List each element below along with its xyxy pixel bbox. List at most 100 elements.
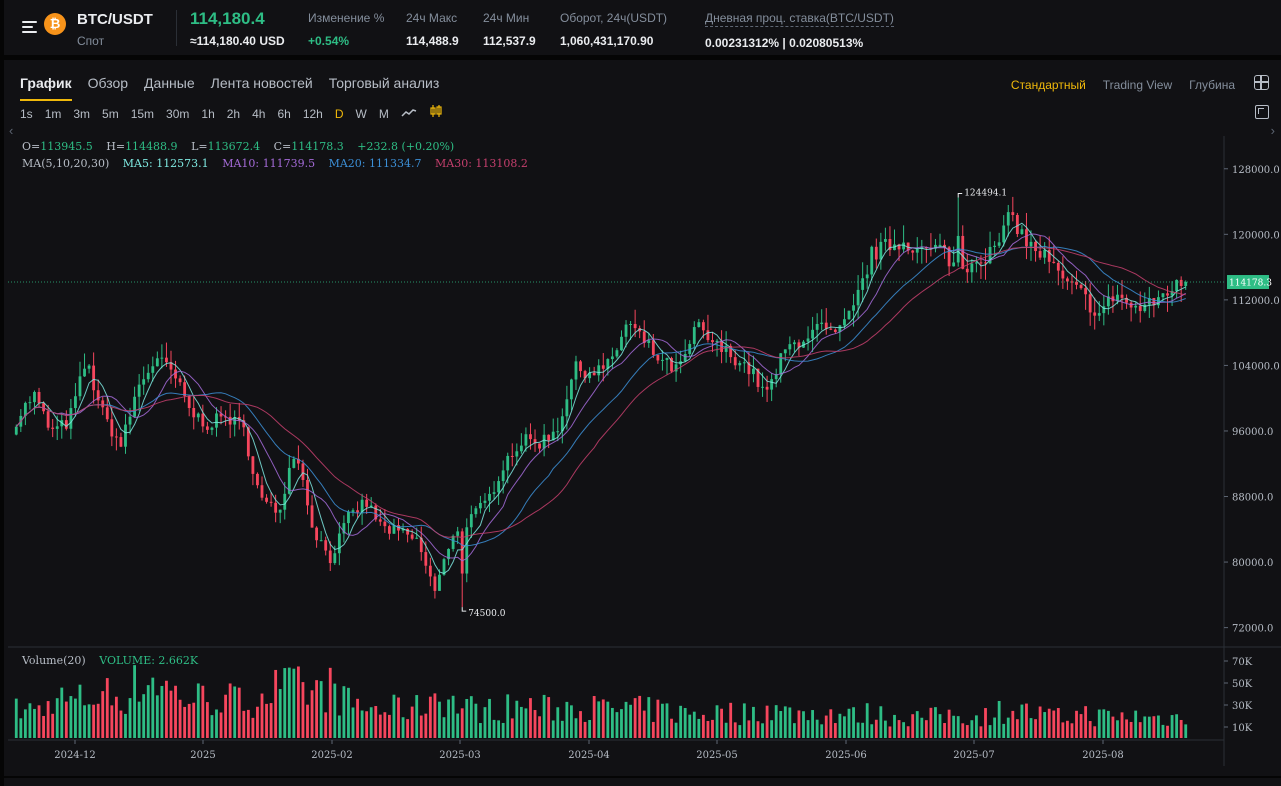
interval-1s[interactable]: 1s: [20, 106, 33, 121]
volume-bar: [524, 708, 528, 738]
volume-bar: [1111, 716, 1115, 738]
volume-settings-label[interactable]: Volume(20): [22, 654, 86, 667]
candle-down: [651, 340, 655, 355]
volume-bar: [210, 715, 214, 738]
view-trading-view[interactable]: Trading View: [1102, 78, 1173, 92]
interval-1h[interactable]: 1h: [201, 106, 215, 121]
tab-overview[interactable]: Обзор: [87, 75, 129, 91]
interval-6h[interactable]: 6h: [277, 106, 291, 121]
volume-bar: [1020, 704, 1024, 738]
volume-bar: [879, 706, 883, 738]
candle-down: [301, 463, 305, 480]
interval-12h[interactable]: 12h: [302, 106, 323, 121]
funding-rate-label[interactable]: Дневная проц. ставка(BTC/USDT): [705, 11, 894, 27]
tab-trading-analysis[interactable]: Торговый анализ: [328, 75, 440, 91]
interval-4h[interactable]: 4h: [252, 106, 266, 121]
view-standard[interactable]: Стандартный: [1010, 78, 1086, 92]
candle-down: [979, 262, 983, 264]
interval-3m[interactable]: 3m: [73, 106, 91, 121]
volume-bar: [183, 706, 187, 738]
volume-bar: [451, 695, 455, 738]
candle-down: [201, 413, 205, 427]
candle-up: [792, 342, 796, 345]
volume-bar: [228, 683, 232, 738]
volume-bar: [351, 707, 355, 738]
candle-up: [752, 368, 755, 375]
volume-bar: [415, 695, 419, 738]
candle-down: [246, 427, 250, 457]
volume-bar: [1079, 714, 1083, 738]
volume-bar: [378, 714, 382, 738]
candle-up: [1002, 225, 1006, 243]
volume-bar: [615, 712, 619, 738]
stat-funding-rate[interactable]: Дневная проц. ставка(BTC/USDT) 0.0023131…: [705, 11, 894, 50]
candle-down: [387, 526, 391, 534]
candle-down: [192, 408, 196, 418]
volume-bar: [1138, 722, 1142, 738]
candle-up: [28, 402, 32, 404]
price-chart[interactable]: 128000.0 120000.0 112000.0 104000.0 96000.0 8…: [8, 136, 1281, 776]
view-depth[interactable]: Глубина: [1189, 78, 1235, 92]
expand-icon[interactable]: [1255, 105, 1269, 119]
candle-up: [497, 481, 501, 493]
volume-bar: [365, 711, 369, 738]
candle-down: [897, 244, 901, 250]
volume-bar: [874, 719, 878, 738]
volume-bar: [96, 703, 100, 738]
candle-down: [1052, 261, 1056, 263]
volume-bar: [397, 697, 400, 738]
candle-down: [365, 499, 369, 507]
candle-down: [51, 427, 55, 429]
candle-up: [683, 353, 687, 362]
candle-down: [1056, 262, 1060, 271]
candle-up: [319, 540, 323, 542]
tab-news-feed[interactable]: Лента новостей: [210, 75, 313, 91]
indicator-icon[interactable]: [429, 104, 443, 123]
candle-up: [556, 431, 560, 433]
interval-30m[interactable]: 30m: [166, 106, 190, 121]
volume-bar: [219, 712, 223, 738]
tab-chart[interactable]: График: [20, 75, 72, 101]
interval-5m[interactable]: 5m: [102, 106, 119, 121]
candle-down: [256, 473, 259, 486]
x-tick-label: 2025-03: [439, 750, 481, 761]
scroll-right-icon[interactable]: ›: [1270, 123, 1275, 138]
volume-bar: [433, 693, 437, 738]
candle-up: [974, 262, 978, 264]
volume-bar: [1061, 722, 1065, 738]
volume-bar: [410, 706, 414, 738]
interval-15m[interactable]: 15m: [130, 106, 155, 121]
candle-up: [852, 305, 855, 311]
interval-1m[interactable]: 1m: [44, 106, 62, 121]
volume-bar: [1002, 723, 1006, 738]
candle-down: [965, 268, 969, 273]
grid-layout-icon[interactable]: [1254, 75, 1269, 90]
volume-bar: [661, 703, 664, 738]
interval-1d[interactable]: D: [334, 106, 344, 121]
volume-bar: [55, 698, 59, 738]
candle-down: [428, 565, 432, 577]
trading-pair-selector[interactable]: BTC/USDT: [77, 11, 153, 28]
x-tick-label: 2025-07: [953, 750, 995, 761]
volume-bar: [78, 684, 82, 738]
candle-down: [183, 382, 187, 396]
menu-icon[interactable]: [22, 21, 37, 34]
interval-2h[interactable]: 2h: [226, 106, 241, 121]
interval-1w[interactable]: W: [355, 106, 367, 121]
volume-bar: [101, 691, 105, 738]
scroll-left-icon[interactable]: ‹: [9, 123, 14, 138]
interval-1mo[interactable]: M: [378, 106, 389, 121]
ma-settings-label[interactable]: MA(5,10,20,30): [22, 157, 110, 170]
candle-up: [465, 527, 469, 574]
line-chart-icon[interactable]: [401, 105, 417, 123]
volume-bar: [970, 720, 974, 738]
volume-bar: [792, 723, 796, 738]
volume-bar: [924, 720, 928, 738]
candle-down: [1061, 270, 1065, 279]
candle-up: [401, 528, 405, 531]
candle-down: [1084, 288, 1088, 295]
volume-bar: [529, 698, 532, 738]
candlestick-chart[interactable]: 128000.0 120000.0 112000.0 104000.0 96000.0 8…: [8, 136, 1281, 776]
candle-up: [783, 349, 787, 354]
tab-data[interactable]: Данные: [144, 75, 195, 91]
